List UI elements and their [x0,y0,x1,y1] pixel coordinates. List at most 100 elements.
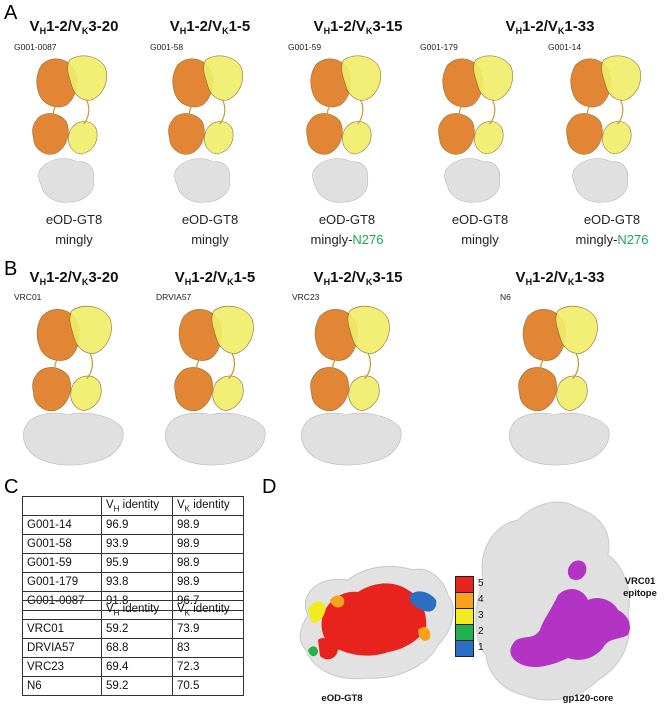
antigen [174,158,231,203]
table-row: VRC23 69.4 72.3 [22,657,244,677]
eod-gt8-green-patch [308,646,318,657]
eod-gt8-blue-patch [409,591,437,612]
light-chain-constant [473,55,513,101]
structure-caption-a-3: eOD-GT8 mingly-N276 [310,212,384,247]
fab-structure [438,55,513,203]
heavy-chain-constant [172,58,213,108]
epitope-label-line2: epitope [623,588,657,599]
gene-title-a-4: VH1-2/VK1-33 [505,18,595,36]
heavy-chain-constant [36,309,80,361]
legend-swatch-4 [455,592,474,609]
antigen [572,158,629,203]
fab-structure [23,305,124,466]
table-row: VRC01 59.2 73.9 [22,619,244,639]
light-chain-variable [204,121,234,155]
table-cell-vh: 95.9 [101,553,173,573]
gene-title-b-4: VH1-2/VK1-33 [515,269,605,287]
light-chain-constant [555,305,598,354]
eod-gt8-red-patch [318,638,338,660]
heavy-chain-constant [310,58,351,108]
legend-label-2: 2 [478,626,484,637]
table-header-row: VH identity VK identity [22,600,244,620]
light-chain-constant [69,305,112,354]
fab-structure [165,305,266,466]
structure-name: N6 [500,292,511,302]
heavy-chain-constant [36,58,77,108]
panel-d-surfaces [299,501,630,701]
light-chain-variable [342,121,372,155]
structure-caption-a-5: eOD-GT8 mingly-N276 [575,212,649,247]
table-cell-name: VRC01 [22,619,102,639]
table-cell-name: N6 [22,676,102,696]
heavy-chain-constant [178,309,222,361]
gene-title-b-1: VH1-2/VK3-20 [29,269,119,287]
vrc01-epitope-extension [567,560,587,580]
table-row: G001-58 93.9 98.9 [22,534,244,554]
table-row: N6 59.2 70.5 [22,676,244,696]
light-chain-variable [556,375,588,411]
heavy-chain-variable [306,113,343,155]
hinge-loop [586,99,624,125]
light-chain-constant [347,305,390,354]
panel-label-c: C [4,476,19,498]
antigen [301,412,402,466]
heavy-chain-variable [438,113,475,155]
table-cell-vk: 72.3 [172,657,244,677]
table-cell-vh: 68.8 [101,638,173,658]
table-cell-vh: 69.4 [101,657,173,677]
identity-table-g001: VH identity VK identity G001-14 96.9 98.9 G… [22,496,244,611]
heavy-chain-variable [310,367,349,412]
heavy-chain-variable [32,113,69,155]
eod-gt8-orange-patch [330,595,345,608]
table-cell-vk: 83 [172,638,244,658]
gene-title-a-2: VH1-2/VK1-5 [169,18,251,36]
antigen [23,412,124,466]
heavy-chain-variable [566,113,603,155]
fab-structure [32,55,107,203]
gp120-core-caption: gp120-core [562,693,614,704]
legend-label-5: 5 [478,578,484,589]
identity-table-bnab: VH identity VK identity VRC01 59.2 73.9 DRV… [22,600,244,696]
light-chain-constant [211,305,254,354]
heavy-chain-variable [518,367,557,412]
hinge-loop [332,352,372,380]
antigen [38,158,95,203]
table-cell-vk: 98.9 [172,515,244,535]
table-cell-vh: 93.9 [101,534,173,554]
eod-gt8-orange-patch-2 [418,627,431,641]
table-row: DRVIA57 68.8 83 [22,638,244,658]
table-cell-vk: 98.9 [172,553,244,573]
antigen [165,412,266,466]
table-header-vk: VK identity [172,496,244,516]
heavy-chain-variable [32,367,71,412]
hinge-loop [326,99,364,125]
heavy-chain-constant [314,309,358,361]
antigen [509,412,610,466]
table-header-vk: VK identity [172,600,244,620]
table-header-vh: VH identity [101,600,173,620]
hinge-loop [458,99,496,125]
gene-title-a-3: VH1-2/VK3-15 [313,18,403,36]
light-chain-variable [602,121,632,155]
legend-swatch-2 [455,624,474,641]
panel-label-b: B [4,258,18,280]
vrc01-epitope-region [510,588,630,668]
heavy-chain-constant [522,309,566,361]
eod-gt8-caption: eOD-GT8 [321,693,363,704]
structure-name: G001-58 [150,42,184,52]
fab-structure [566,55,641,203]
light-chain-variable [68,121,98,155]
legend-swatch-3 [455,608,474,625]
light-chain-variable [348,375,380,411]
antigen [444,158,501,203]
table-cell-vh: 59.2 [101,619,173,639]
light-chain-variable [474,121,504,155]
structure-caption-a-2: eOD-GT8 mingly [181,212,239,247]
structure-name: G001-14 [548,42,582,52]
table-cell-name: VRC23 [22,657,102,677]
legend-swatch-5 [455,576,474,593]
table-header-empty [22,496,102,516]
table-cell-vh: 96.9 [101,515,173,535]
hinge-loop [54,352,94,380]
light-chain-constant [601,55,641,101]
